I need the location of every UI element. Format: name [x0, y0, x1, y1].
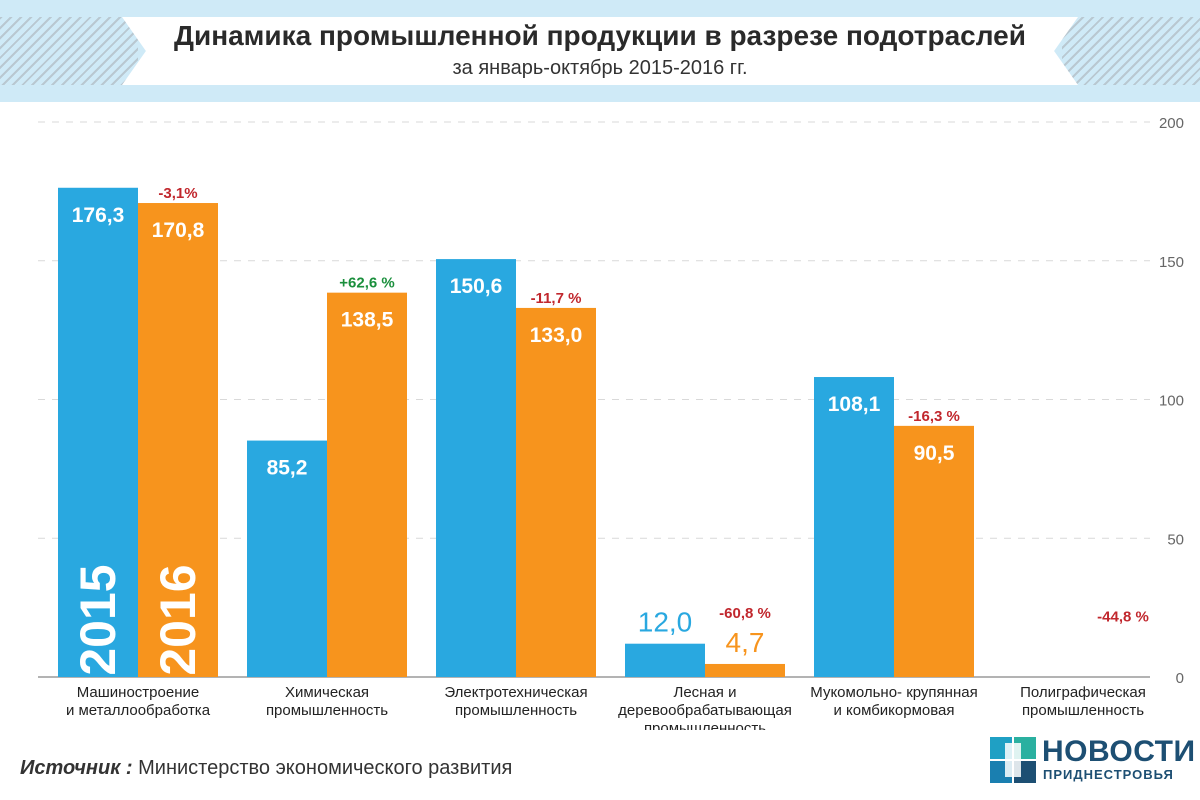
bar-2016-4: [894, 425, 974, 677]
data-label: 176,3: [72, 204, 125, 227]
category-label-line: Мукомольно- крупянная: [810, 684, 977, 701]
category-label-line: и комбикормовая: [833, 702, 954, 719]
bar-2015-3: [625, 643, 705, 677]
data-label: 90,5: [914, 442, 955, 465]
series-name-label: 2016: [150, 564, 206, 675]
hatch-decoration-left: [0, 17, 138, 85]
category-label-line: Полиграфическая: [1020, 684, 1146, 701]
category-label-line: Лесная и: [674, 684, 737, 701]
chart-subtitle: за январь-октябрь 2015-2016 гг.: [452, 57, 748, 79]
series-name-label: 2015: [70, 564, 126, 675]
bar-2015-1: [247, 440, 327, 677]
header-banner: Динамика промышленной продукции в разрез…: [0, 0, 1200, 102]
source-label: Источник :: [20, 757, 133, 779]
chart-title: Динамика промышленной продукции в разрез…: [174, 20, 1026, 51]
change-label: +62,6 %: [339, 275, 394, 292]
bar-2015-0: [58, 187, 138, 677]
category-label: Химическая промышленность: [266, 684, 388, 719]
data-label: 12,0: [638, 607, 693, 638]
change-label: -16,3 %: [908, 408, 960, 425]
bar-2015-2: [436, 259, 516, 677]
bar-2016-3: [705, 663, 785, 677]
title-ribbon: [122, 17, 1078, 85]
bar-2016-0: [138, 203, 218, 677]
y-tick-label: 0: [1176, 670, 1184, 687]
category-label: Мукомольно- крупянная и комбикормовая: [810, 684, 977, 719]
hatch-decoration-right: [1062, 17, 1200, 85]
category-label-line: деревообрабатывающая: [618, 702, 792, 719]
bar-2016-2: [516, 307, 596, 677]
change-label: -3,1%: [158, 185, 197, 202]
change-label: -60,8 %: [719, 605, 771, 622]
logo-name: НОВОСТИ: [1042, 735, 1196, 768]
bar-2016-1: [327, 292, 407, 677]
category-label-line: промышленность: [644, 720, 766, 730]
category-label: Полиграфическая промышленность: [1020, 684, 1146, 719]
category-label-line: Химическая: [285, 684, 369, 701]
bar-chart: 0 50 100 150 200 176,3 170,8 -3,1% Машиностроени…: [38, 115, 1184, 730]
category-label: Машиностроение и металлообработка: [66, 684, 211, 719]
logo-subtitle: ПРИДНЕСТРОВЬЯ: [1043, 767, 1174, 782]
data-label: 150,6: [450, 275, 503, 298]
data-label: 108,1: [828, 393, 881, 416]
y-tick-label: 50: [1167, 531, 1184, 548]
category-label-line: промышленность: [266, 702, 388, 719]
data-label: 133,0: [530, 324, 583, 347]
data-label: 85,2: [267, 457, 308, 480]
category-label: Лесная и деревообрабатывающая промышленнос…: [618, 684, 792, 730]
data-label: 170,8: [152, 219, 205, 242]
change-label: -11,7 %: [531, 290, 582, 307]
category-label: Электротехническая промышленность: [444, 684, 587, 719]
category-label-line: Машиностроение: [77, 684, 199, 701]
news-logo[interactable]: НОВОСТИ ПРИДНЕСТРОВЬЯ: [990, 735, 1195, 783]
source-note: Источник : Министерство экономического р…: [20, 757, 512, 780]
y-tick-label: 100: [1159, 393, 1184, 410]
logo-mark-icon: [990, 737, 1036, 783]
category-label-line: промышленность: [455, 702, 577, 719]
source-text: Министерство экономического развития: [138, 757, 513, 779]
y-tick-label: 200: [1159, 115, 1184, 132]
bar-2015-4: [814, 377, 894, 677]
category-label-line: Электротехническая: [444, 684, 587, 701]
category-label-line: промышленность: [1022, 702, 1144, 719]
change-label: -44,8 %: [1097, 609, 1149, 626]
data-label: 4,7: [726, 627, 765, 658]
y-tick-label: 150: [1159, 254, 1184, 271]
category-label-line: и металлообработка: [66, 702, 211, 719]
data-label: 138,5: [341, 309, 394, 332]
